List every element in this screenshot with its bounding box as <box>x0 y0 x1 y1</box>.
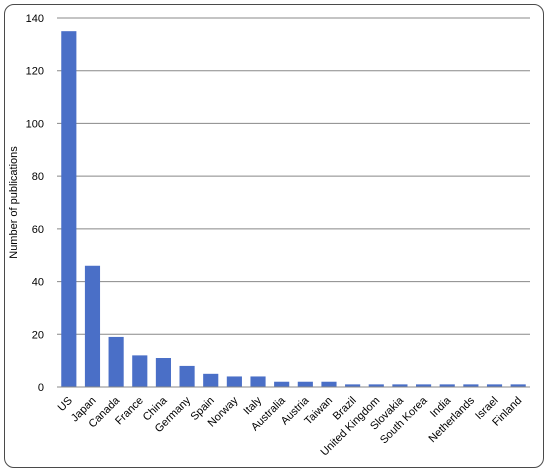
bar-spain <box>203 373 219 387</box>
bar-slovakia <box>392 384 408 387</box>
y-tick-label: 120 <box>26 66 44 78</box>
bar-finland <box>510 384 526 387</box>
bar-france <box>132 355 148 387</box>
bar-brazil <box>345 384 361 387</box>
bars <box>61 31 526 388</box>
y-tick-label: 20 <box>32 329 44 341</box>
y-axis-title: Number of publications <box>8 146 20 259</box>
bar-netherlands <box>463 384 479 387</box>
bar-italy <box>250 376 266 387</box>
chart-frame <box>4 4 544 468</box>
y-tick-label: 60 <box>32 224 44 236</box>
bar-taiwan <box>321 381 337 387</box>
x-tick-label: US <box>56 395 75 414</box>
bar-australia <box>274 381 290 387</box>
y-tick-label: 80 <box>32 171 44 183</box>
x-axis-tick-labels: USJapanCanadaFranceChinaGermanySpainNorw… <box>56 394 525 458</box>
gridlines <box>57 17 530 335</box>
y-tick-label: 140 <box>26 13 44 25</box>
bar-austria <box>297 381 313 387</box>
bar-south-korea <box>416 384 432 387</box>
bar-germany <box>179 365 195 387</box>
bar-us <box>61 31 77 388</box>
y-tick-label: 0 <box>38 382 44 394</box>
bar-china <box>155 358 171 387</box>
y-tick-label: 100 <box>26 118 44 130</box>
bar-israel <box>486 384 503 387</box>
y-tick-label: 40 <box>32 277 44 289</box>
bar-japan <box>84 265 101 387</box>
bar-canada <box>108 336 124 387</box>
bar-norway <box>226 376 242 387</box>
bar-united-kingdom <box>368 384 384 387</box>
y-axis-tick-labels: 0 20 40 60 80 100 120 140 <box>26 13 44 394</box>
bar-india <box>439 384 455 387</box>
